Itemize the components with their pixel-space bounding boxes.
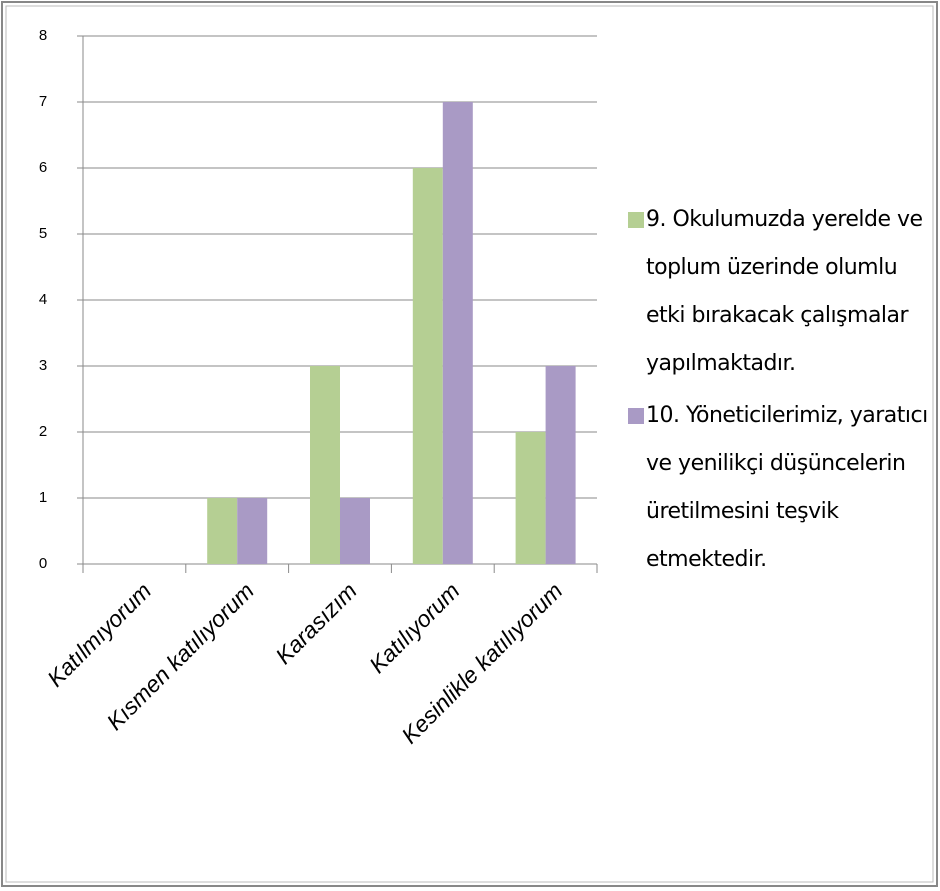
- bar: [412, 168, 443, 564]
- bar: [515, 432, 546, 564]
- bar: [207, 498, 238, 564]
- y-tick-label: 1: [39, 489, 47, 506]
- legend: 9. Okulumuzda yerelde ve toplum üzerinde…: [628, 196, 928, 588]
- bar: [310, 366, 340, 564]
- legend-entry: 9. Okulumuzda yerelde ve toplum üzerinde…: [628, 196, 928, 388]
- y-tick-label: 3: [39, 357, 47, 374]
- legend-label: 10. Yöneticilerimiz, yaratıcı ve yenilik…: [646, 403, 928, 572]
- x-tick-label: Katılıyorum: [364, 577, 465, 678]
- legend-entry: 10. Yöneticilerimiz, yaratıcı ve yenilik…: [628, 392, 928, 584]
- y-tick-label: 4: [39, 291, 47, 308]
- bar: [545, 366, 576, 564]
- y-tick-label: 5: [39, 225, 47, 242]
- bar: [340, 498, 370, 564]
- x-tick-label: Katılmıyorum: [42, 577, 156, 691]
- bar: [237, 498, 268, 564]
- legend-swatch: [628, 408, 644, 424]
- bar: [442, 102, 473, 564]
- x-tick-label: Karasızım: [270, 577, 362, 669]
- frame-inner: [5, 5, 934, 883]
- y-tick-label: 2: [39, 423, 47, 440]
- legend-label: 9. Okulumuzda yerelde ve toplum üzerinde…: [646, 207, 923, 376]
- y-tick-label: 0: [39, 555, 47, 572]
- y-tick-label: 7: [39, 93, 47, 110]
- legend-swatch: [628, 212, 644, 228]
- y-tick-label: 8: [39, 27, 47, 44]
- y-tick-label: 6: [39, 159, 47, 176]
